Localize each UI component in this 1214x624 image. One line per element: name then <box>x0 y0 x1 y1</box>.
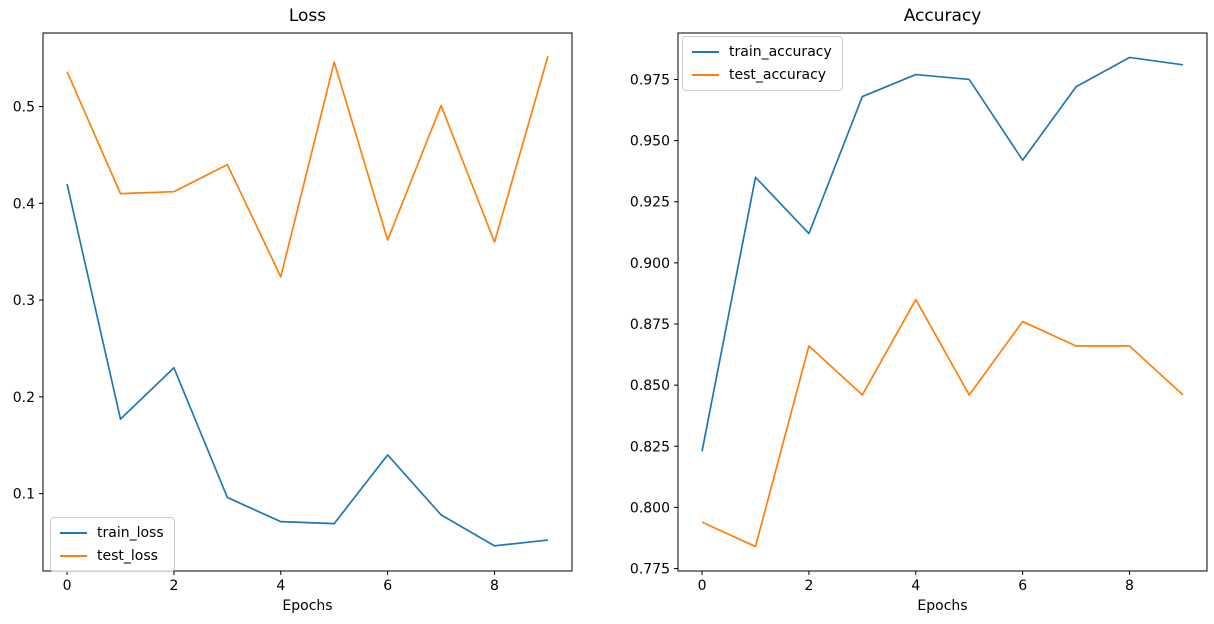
accuracy-y-tick-label: 0.825 <box>630 439 670 455</box>
loss-x-tick-label: 2 <box>169 578 178 594</box>
test-accuracy-legend-label: test_accuracy <box>729 67 827 83</box>
legend-item-train-accuracy: train_accuracy <box>692 42 832 62</box>
accuracy-x-tick-label: 4 <box>911 578 920 594</box>
loss-y-tick-label: 0.3 <box>13 293 35 309</box>
accuracy-y-tick-label: 0.900 <box>630 256 670 272</box>
loss-x-tick-label: 8 <box>490 578 499 594</box>
train-accuracy-line-swatch <box>692 51 719 53</box>
test_accuracy-line <box>701 298 1184 548</box>
accuracy-x-tick-label: 2 <box>804 578 813 594</box>
loss-y-tick-label: 0.2 <box>13 390 35 406</box>
loss-chart-title: Loss <box>288 6 327 26</box>
accuracy-x-tick-label: 6 <box>1018 578 1027 594</box>
test_loss-line <box>66 55 549 278</box>
train_accuracy-line <box>701 56 1184 452</box>
accuracy-y-tick-label: 0.800 <box>630 500 670 516</box>
loss-x-tick-label: 0 <box>63 578 72 594</box>
test-loss-line-swatch <box>60 555 87 557</box>
test-accuracy-line-swatch <box>692 74 719 76</box>
loss-axes-frame <box>42 32 573 572</box>
accuracy-chart-title: Accuracy <box>903 6 982 26</box>
accuracy-axes-frame <box>677 32 1208 572</box>
accuracy-y-tick-label: 0.875 <box>630 317 670 333</box>
accuracy-x-tick-label: 8 <box>1125 578 1134 594</box>
legend-item-test-accuracy: test_accuracy <box>692 65 832 85</box>
accuracy-legend: train_accuracy test_accuracy <box>682 36 843 91</box>
loss-legend: train_loss test_loss <box>50 517 175 572</box>
loss-x-tick-label: 6 <box>383 578 392 594</box>
train-loss-legend-label: train_loss <box>97 525 164 541</box>
accuracy-y-tick-label: 0.925 <box>630 195 670 211</box>
accuracy-y-tick-label: 0.975 <box>630 72 670 88</box>
accuracy-y-tick-label: 0.950 <box>630 134 670 150</box>
train-loss-line-swatch <box>60 532 87 534</box>
train-accuracy-legend-label: train_accuracy <box>729 44 832 60</box>
legend-item-test-loss: test_loss <box>60 546 164 566</box>
accuracy-x-tick-label: 0 <box>698 578 707 594</box>
loss-y-tick-label: 0.1 <box>13 487 35 503</box>
test-loss-legend-label: test_loss <box>97 548 158 564</box>
loss-y-tick-label: 0.4 <box>13 196 35 212</box>
accuracy-y-tick-label: 0.775 <box>630 562 670 578</box>
accuracy-x-axis-label: Epochs <box>917 598 968 614</box>
loss-x-axis-label: Epochs <box>282 598 333 614</box>
legend-item-train-loss: train_loss <box>60 523 164 543</box>
loss-y-tick-label: 0.5 <box>13 100 35 116</box>
loss-x-tick-label: 4 <box>276 578 285 594</box>
accuracy-y-tick-label: 0.850 <box>630 378 670 394</box>
train_loss-line <box>66 183 549 547</box>
